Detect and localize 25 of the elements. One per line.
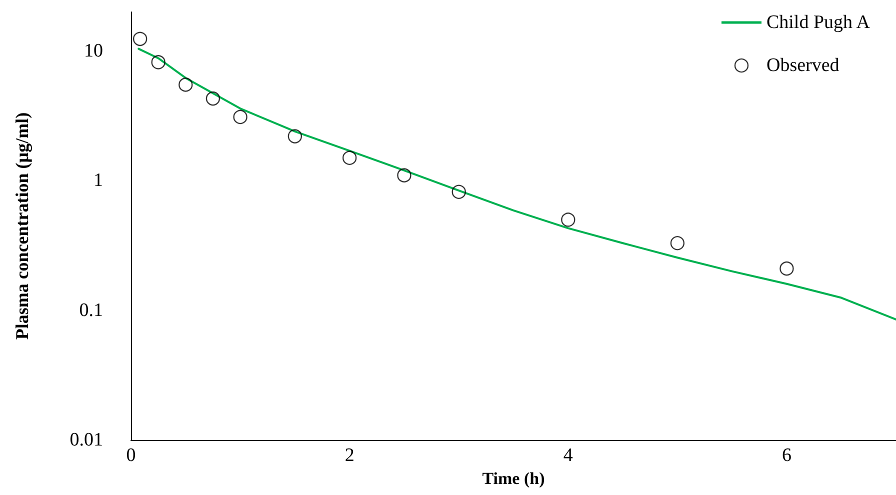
x-axis-title: Time (h) (482, 468, 545, 488)
point (397, 168, 412, 182)
point (132, 32, 148, 46)
y-tick-label: 0.01 (70, 430, 103, 450)
x-tick-label: 0 (126, 445, 136, 466)
x-tick-label: 2 (344, 445, 354, 466)
point (670, 236, 685, 250)
line-series (138, 48, 896, 320)
point (151, 55, 166, 70)
y-tick-label: 1 (94, 170, 103, 192)
point (206, 91, 220, 106)
point (178, 78, 193, 92)
point (233, 110, 248, 124)
point (452, 184, 466, 199)
x-tick-label: 4 (563, 445, 574, 466)
point (342, 150, 357, 165)
x-tick-label: 6 (782, 445, 792, 466)
point (288, 129, 302, 144)
legend-label: Child Pugh A (766, 12, 870, 33)
point (561, 212, 576, 227)
y-tick-label: 10 (84, 40, 103, 62)
y-tick-label: 0.1 (79, 300, 103, 321)
legend-label: Observed (766, 55, 840, 76)
y-axis-title: Plasma concentration (µg/ml) (12, 112, 32, 340)
point (780, 261, 794, 276)
